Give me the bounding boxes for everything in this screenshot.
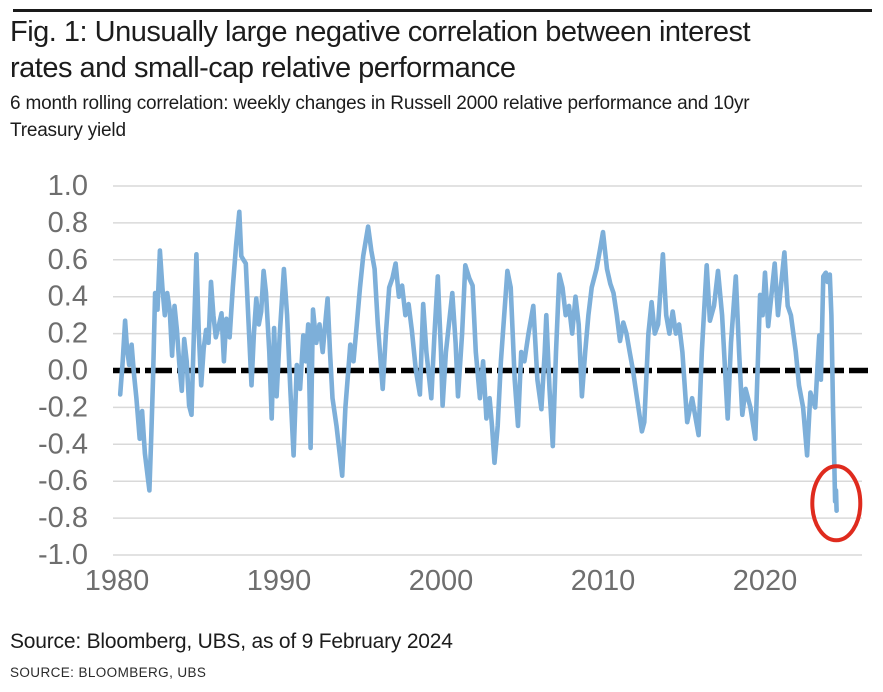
- figure-subtitle-line2: Treasury yield: [10, 120, 126, 141]
- x-tick-label-2020: 2020: [733, 565, 798, 597]
- y-tick-label--0.8: -0.8: [38, 502, 88, 534]
- chart-series: [117, 209, 839, 514]
- y-tick-label--0.2: -0.2: [38, 391, 88, 423]
- figure-subtitle: 6 month rolling correlation: weekly chan…: [10, 90, 878, 144]
- top-divider-rule: [13, 9, 872, 12]
- source-line: Source: Bloomberg, UBS, as of 9 February…: [10, 630, 453, 653]
- y-tick-label--0.6: -0.6: [38, 465, 88, 497]
- figure-subtitle-line1: 6 month rolling correlation: weekly chan…: [10, 93, 750, 114]
- correlation-line-series: [117, 209, 839, 514]
- y-tick-label-0.0: 0.0: [48, 355, 88, 387]
- figure-title: Fig. 1: Unusually large negative correla…: [10, 14, 878, 86]
- x-tick-label-2000: 2000: [409, 565, 474, 597]
- chart-x-axis-labels: 1980 1990 2000 2010 2020: [85, 565, 798, 597]
- y-tick-label-0.6: 0.6: [48, 244, 88, 276]
- y-tick-label--1.0: -1.0: [38, 539, 88, 571]
- y-tick-label-0.8: 0.8: [48, 207, 88, 239]
- correlation-chart: 1.0 0.8 0.6 0.4 0.2 0.0 -0.2 -0.4 -0.6 -0.8 -1.0 1…: [38, 170, 868, 597]
- chart-y-axis-labels: 1.0 0.8 0.6 0.4 0.2 0.0 -0.2 -0.4 -0.6 -0.8 -1.0: [38, 170, 88, 571]
- source-line-caps: SOURCE: BLOOMBERG, UBS: [10, 665, 207, 680]
- x-tick-label-2010: 2010: [571, 565, 636, 597]
- chart-annotation: [810, 464, 863, 543]
- y-tick-label-0.2: 0.2: [48, 318, 88, 350]
- x-tick-label-1990: 1990: [247, 565, 312, 597]
- figure-title-line2: rates and small-cap relative performance: [10, 52, 516, 84]
- y-tick-label-1.0: 1.0: [48, 170, 88, 202]
- y-tick-label--0.4: -0.4: [38, 428, 88, 460]
- y-tick-label-0.4: 0.4: [48, 281, 88, 313]
- highlight-ellipse-annotation: [810, 464, 863, 543]
- x-tick-label-1980: 1980: [85, 565, 150, 597]
- figure-title-line1: Fig. 1: Unusually large negative correla…: [10, 16, 751, 48]
